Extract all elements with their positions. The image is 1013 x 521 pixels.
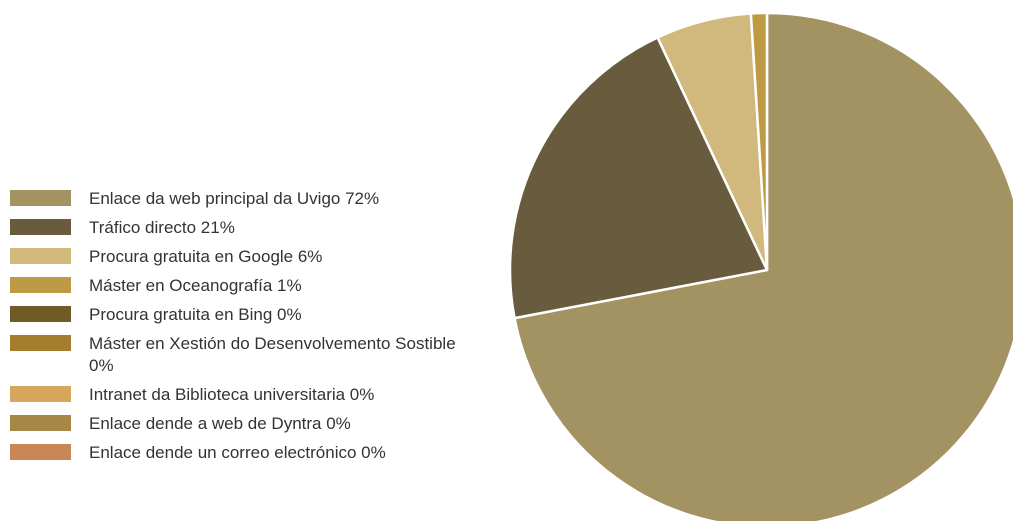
pie-slice bbox=[508, 36, 769, 320]
legend-label: Procura gratuita en Bing 0% bbox=[89, 305, 302, 324]
legend-swatch bbox=[10, 248, 71, 264]
legend-swatch bbox=[10, 386, 71, 402]
legend-label: Máster en Oceanografía 1% bbox=[89, 276, 302, 295]
legend-label: Máster en Xestión do Desenvolvemento Sos… bbox=[89, 334, 456, 375]
pie-slice bbox=[513, 11, 1013, 521]
legend-item: Enlace dende un correo electrónico 0% bbox=[10, 442, 480, 464]
legend-label: Enlace dende a web de Dyntra 0% bbox=[89, 414, 351, 433]
legend: Enlace da web principal da Uvigo 72% Tráf… bbox=[10, 188, 480, 471]
legend-swatch bbox=[10, 444, 71, 460]
legend-item: Procura gratuita en Bing 0% bbox=[10, 304, 480, 326]
legend-label: Enlace dende un correo electrónico 0% bbox=[89, 443, 386, 462]
legend-item: Enlace da web principal da Uvigo 72% bbox=[10, 188, 480, 210]
legend-item: Intranet da Biblioteca universitaria 0% bbox=[10, 384, 480, 406]
legend-label: Enlace da web principal da Uvigo 72% bbox=[89, 189, 380, 208]
pie-slice bbox=[749, 11, 769, 272]
legend-swatch bbox=[10, 219, 71, 235]
legend-swatch bbox=[10, 190, 71, 206]
legend-label: Procura gratuita en Google 6% bbox=[89, 247, 323, 266]
legend-swatch bbox=[10, 306, 71, 322]
legend-item: Máster en Oceanografía 1% bbox=[10, 275, 480, 297]
legend-item: Tráfico directo 21% bbox=[10, 217, 480, 239]
legend-item: Enlace dende a web de Dyntra 0% bbox=[10, 413, 480, 435]
legend-swatch bbox=[10, 277, 71, 293]
legend-label: Intranet da Biblioteca universitaria 0% bbox=[89, 385, 375, 404]
legend-swatch bbox=[10, 415, 71, 431]
legend-item: Máster en Xestión do Desenvolvemento Sos… bbox=[10, 333, 480, 377]
legend-item: Procura gratuita en Google 6% bbox=[10, 246, 480, 268]
legend-swatch bbox=[10, 335, 71, 351]
legend-label: Tráfico directo 21% bbox=[89, 218, 235, 237]
